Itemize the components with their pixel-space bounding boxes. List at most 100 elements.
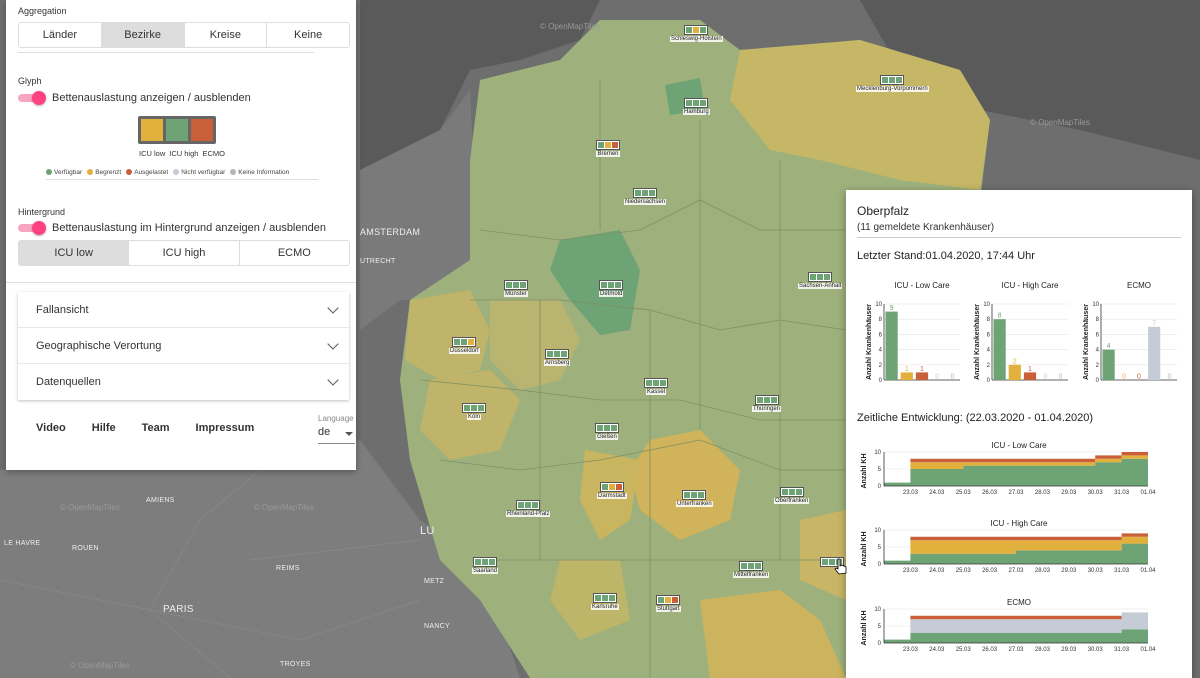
footer-link-impressum[interactable]: Impressum xyxy=(195,422,255,434)
glyph-boxes xyxy=(595,423,619,433)
region-glyph[interactable]: Rheinland-Pfalz xyxy=(506,500,551,517)
tick-label: 28.03 xyxy=(1035,490,1051,496)
tick-label: 28.03 xyxy=(1035,647,1051,653)
accordion-label: Datenquellen xyxy=(36,376,101,388)
region-glyph[interactable]: Köln xyxy=(462,403,486,420)
map-attribution: © OpenMapTiles xyxy=(70,661,130,670)
region-glyph[interactable]: Gießen xyxy=(595,423,619,440)
chevron-down-icon xyxy=(327,374,339,386)
glyph-cell xyxy=(698,492,705,498)
accordion-label: Fallansicht xyxy=(36,303,89,316)
aggregation-title: Aggregation xyxy=(18,6,67,16)
glyph-cell xyxy=(468,339,475,345)
region-glyph[interactable]: Arnsberg xyxy=(544,349,571,366)
glyph-cell xyxy=(601,484,608,490)
region-glyph[interactable]: Münster xyxy=(504,280,528,297)
region-glyph[interactable]: Kassel xyxy=(644,378,668,395)
background-option-icu-high[interactable]: ICU high xyxy=(129,241,240,265)
tick-label: 01.04 xyxy=(1140,490,1156,496)
glyph-boxes xyxy=(452,337,477,347)
tick-label: 8 xyxy=(987,317,991,323)
accordion-label: Geographische Verortung xyxy=(36,339,162,352)
area-series xyxy=(884,530,1148,561)
tick-label: 6 xyxy=(879,332,883,338)
aggregation-option-bezirke[interactable]: Bezirke xyxy=(101,23,185,47)
region-glyph[interactable]: Mittelfranken xyxy=(733,561,770,578)
data-label: 1 xyxy=(905,366,909,373)
glyph-cell xyxy=(822,559,828,565)
region-glyph[interactable]: Saarland xyxy=(472,557,499,574)
accordion-datenquellen[interactable]: Datenquellen xyxy=(18,364,349,400)
glyph-demo-label: ICU high xyxy=(169,149,199,158)
tick-label: 4 xyxy=(879,348,883,354)
region-label: Düsseldorf xyxy=(449,348,480,354)
y-axis-label: Anzahl Krankenhäuser xyxy=(1083,304,1090,380)
accordion-geographische-verortung[interactable]: Geographische Verortung xyxy=(18,328,349,364)
chart-title: ICU - Low Care xyxy=(991,441,1047,450)
region-glyph[interactable]: Hamburg xyxy=(683,98,710,115)
region-glyph[interactable]: Oberfranken xyxy=(774,487,810,504)
glyph-cell xyxy=(660,380,666,386)
tick-label: 0 xyxy=(878,641,882,647)
region-title: Oberpfalz xyxy=(857,204,910,218)
footer-link-team[interactable]: Team xyxy=(141,422,170,434)
glyph-cell xyxy=(597,425,603,431)
aggregation-option-laender[interactable]: Länder xyxy=(19,23,102,47)
tick-label: 25.03 xyxy=(956,647,972,653)
map-attribution: © OpenMapTiles xyxy=(254,503,314,512)
region-label: Münster xyxy=(504,291,528,297)
glyph-cell xyxy=(520,282,526,288)
tick-label: 2 xyxy=(987,363,991,369)
region-glyph[interactable]: Düsseldorf xyxy=(449,337,480,354)
glyph-boxes xyxy=(545,349,570,359)
region-label: Kassel xyxy=(645,389,666,395)
glyph-cell xyxy=(475,559,482,565)
bar xyxy=(1102,349,1115,380)
background-option-icu-low[interactable]: ICU low xyxy=(19,241,130,265)
region-glyph[interactable]: Schleswig-Holstein xyxy=(670,25,723,42)
glyph-cell xyxy=(464,405,470,411)
glyph-toggle-switch[interactable] xyxy=(18,91,46,105)
glyph-cell xyxy=(781,489,788,495)
background-title: Hintergrund xyxy=(18,207,66,217)
region-glyph[interactable]: Stuttgart xyxy=(656,595,681,612)
tick-label: 25.03 xyxy=(956,568,972,574)
footer-link-video[interactable]: Video xyxy=(36,422,66,434)
glyph-cell xyxy=(829,559,835,565)
region-glyph[interactable]: Niedersachsen xyxy=(624,188,667,205)
region-glyph[interactable]: Sachsen-Anhalt xyxy=(798,272,843,289)
glyph-boxes xyxy=(684,98,709,108)
data-label: 1 xyxy=(920,366,924,373)
glyph-boxes xyxy=(644,378,668,388)
glyph-boxes xyxy=(592,593,617,603)
glyph-cell xyxy=(693,27,700,33)
region-glyph[interactable]: Unterfranken xyxy=(676,490,713,507)
aggregation-option-keine[interactable]: Keine xyxy=(267,23,349,47)
glyph-cell xyxy=(741,563,748,569)
region-glyph[interactable]: Detmold xyxy=(599,280,624,297)
region-glyph[interactable]: Darmstadt xyxy=(597,482,627,499)
accordion-fallansicht[interactable]: Fallansicht xyxy=(18,292,349,328)
city-label: REIMS xyxy=(276,565,300,572)
city-label: ROUEN xyxy=(72,545,99,552)
tick-label: 0 xyxy=(987,378,991,384)
region-label: Niedersachsen xyxy=(624,199,667,205)
aggregation-option-kreise[interactable]: Kreise xyxy=(184,23,268,47)
region-glyph[interactable]: Mecklenburg-Vorpommern xyxy=(856,75,929,92)
data-label: 0 xyxy=(1058,374,1062,381)
glyph-cell xyxy=(653,380,659,386)
background-toggle-switch[interactable] xyxy=(18,221,46,235)
glyph-cell xyxy=(665,597,672,603)
footer-link-hilfe[interactable]: Hilfe xyxy=(91,422,116,434)
region-glyph[interactable]: Karlsruhe xyxy=(591,593,619,610)
region-label: Rheinland-Pfalz xyxy=(506,511,551,517)
region-glyph[interactable]: Bremen xyxy=(596,140,620,157)
background-option-ecmo[interactable]: ECMO xyxy=(239,241,349,265)
region-glyph[interactable]: Thüringen xyxy=(752,395,782,412)
chart-title: ICU - High Care xyxy=(991,519,1048,528)
background-toggle-label: Bettenauslastung im Hintergrund anzeigen… xyxy=(52,222,326,234)
region-label: Mecklenburg-Vorpommern xyxy=(856,86,929,92)
glyph-boxes xyxy=(596,140,620,150)
language-select[interactable]: de xyxy=(318,426,355,444)
glyph-cell xyxy=(817,274,824,280)
